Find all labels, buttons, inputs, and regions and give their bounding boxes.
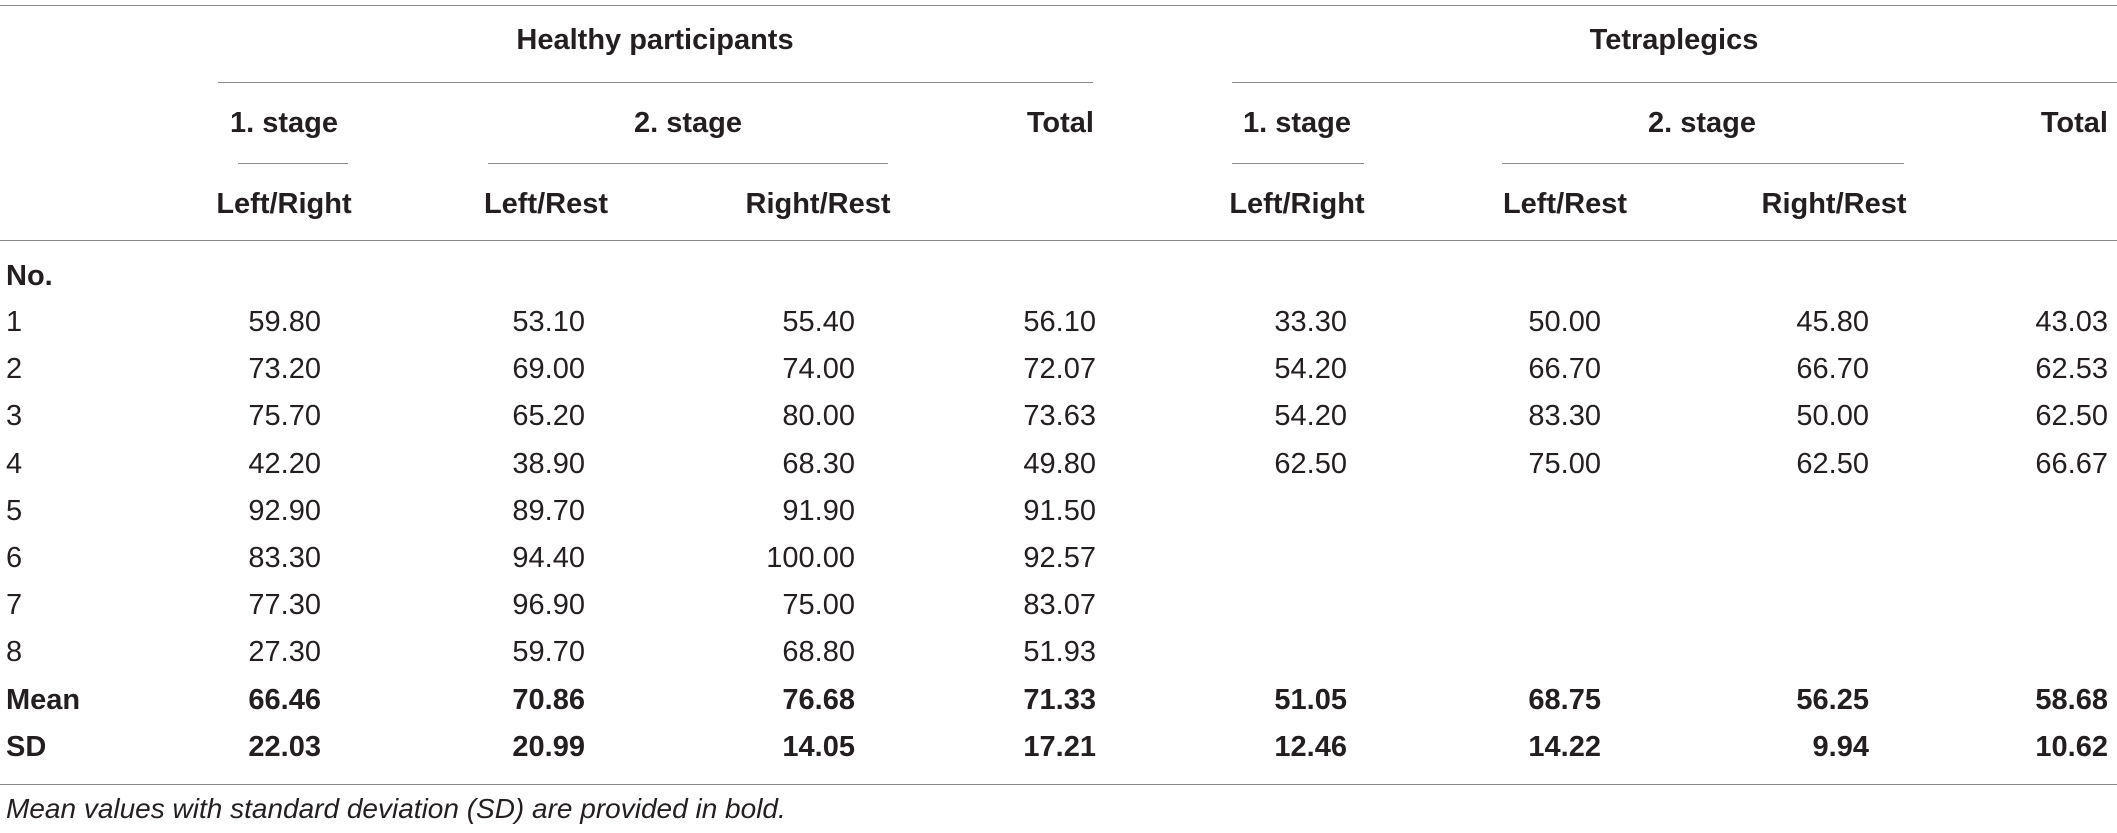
cell-healthy-left-right: 27.30 bbox=[248, 636, 321, 669]
cell-healthy-left-right: 77.30 bbox=[248, 589, 321, 622]
cell-healthy-right-rest: 76.68 bbox=[782, 683, 855, 716]
cell-tetra-left-rest: 68.75 bbox=[1528, 683, 1601, 716]
group-title-tetraplegics: Tetraplegics bbox=[1589, 24, 1759, 56]
healthy-stage1-header: 1. stage bbox=[230, 107, 338, 139]
cell-tetra-right-rest: 62.50 bbox=[1796, 447, 1869, 480]
healthy-group-underline bbox=[218, 82, 1093, 83]
cell-healthy-left-rest: 94.40 bbox=[512, 542, 585, 574]
cell-healthy-total: 17.21 bbox=[1023, 730, 1096, 763]
cell-healthy-right-rest: 74.00 bbox=[782, 353, 855, 386]
group-title-healthy: Healthy participants bbox=[516, 24, 794, 56]
healthy-stage2-header: 2. stage bbox=[634, 107, 742, 139]
cell-healthy-total: 72.07 bbox=[1023, 353, 1096, 386]
cell-healthy-right-rest: 75.00 bbox=[782, 589, 855, 622]
cell-healthy-right-rest: 91.90 bbox=[782, 494, 855, 527]
cell-tetra-total: 62.50 bbox=[2035, 400, 2108, 433]
cell-healthy-right-rest: 100.00 bbox=[766, 542, 855, 574]
cell-tetra-total: 10.62 bbox=[2035, 730, 2108, 763]
cell-tetra-left-rest: 50.00 bbox=[1528, 306, 1601, 338]
cell-healthy-left-right: 83.30 bbox=[248, 542, 321, 574]
cell-no: 1 bbox=[6, 306, 23, 338]
cell-healthy-right-rest: 80.00 bbox=[782, 400, 855, 433]
cell-no: 7 bbox=[6, 589, 23, 622]
tetra-subheader-right-rest: Right/Rest bbox=[1761, 188, 1907, 220]
cell-healthy-left-right: 22.03 bbox=[248, 730, 321, 763]
cell-no: 8 bbox=[6, 636, 23, 669]
cell-healthy-right-rest: 68.80 bbox=[782, 636, 855, 669]
cell-healthy-left-rest: 65.20 bbox=[512, 400, 585, 433]
cell-healthy-left-right: 73.20 bbox=[248, 353, 321, 386]
cell-no: SD bbox=[6, 730, 47, 763]
cell-tetra-right-rest: 66.70 bbox=[1796, 353, 1869, 386]
cell-tetra-left-rest: 75.00 bbox=[1528, 447, 1601, 480]
cell-healthy-total: 91.50 bbox=[1023, 494, 1096, 527]
cell-tetra-total: 43.03 bbox=[2035, 306, 2108, 338]
cell-tetra-left-rest: 14.22 bbox=[1528, 730, 1601, 763]
cell-tetra-left-rest: 66.70 bbox=[1528, 353, 1601, 386]
tetraplegics-group-underline bbox=[1232, 82, 2117, 83]
header-bottom-rule bbox=[0, 240, 2117, 241]
cell-tetra-right-rest: 56.25 bbox=[1796, 683, 1869, 716]
tetra-stage1-underline bbox=[1232, 163, 1364, 164]
tetra-stage2-header: 2. stage bbox=[1648, 107, 1756, 139]
cell-healthy-total: 56.10 bbox=[1023, 306, 1096, 338]
cell-healthy-left-rest: 53.10 bbox=[512, 306, 585, 338]
cell-healthy-left-rest: 89.70 bbox=[512, 494, 585, 527]
cell-healthy-total: 71.33 bbox=[1023, 683, 1096, 716]
tetra-subheader-left-rest: Left/Rest bbox=[1502, 188, 1628, 220]
cell-healthy-left-rest: 70.86 bbox=[512, 683, 585, 716]
cell-healthy-total: 49.80 bbox=[1023, 447, 1096, 480]
cell-healthy-left-rest: 20.99 bbox=[512, 730, 585, 763]
cell-no: 4 bbox=[6, 447, 23, 480]
no-column-label: No. bbox=[6, 260, 53, 292]
cell-healthy-left-right: 92.90 bbox=[248, 494, 321, 527]
cell-healthy-total: 51.93 bbox=[1023, 636, 1096, 669]
bottom-rule bbox=[0, 784, 2117, 785]
healthy-stage1-underline bbox=[238, 163, 348, 164]
cell-healthy-total: 73.63 bbox=[1023, 400, 1096, 433]
cell-healthy-total: 83.07 bbox=[1023, 589, 1096, 622]
healthy-subheader-left-right: Left/Right bbox=[216, 188, 352, 220]
cell-tetra-right-rest: 45.80 bbox=[1796, 306, 1869, 338]
cell-tetra-total: 66.67 bbox=[2035, 447, 2108, 480]
cell-healthy-left-rest: 59.70 bbox=[512, 636, 585, 669]
cell-healthy-right-rest: 14.05 bbox=[782, 730, 855, 763]
cell-tetra-left-right: 51.05 bbox=[1274, 683, 1347, 716]
healthy-subheader-right-rest: Right/Rest bbox=[745, 188, 891, 220]
cell-healthy-left-rest: 96.90 bbox=[512, 589, 585, 622]
cell-no: 6 bbox=[6, 542, 23, 574]
cell-tetra-total: 58.68 bbox=[2035, 683, 2108, 716]
cell-no: 3 bbox=[6, 400, 23, 433]
healthy-total-header: Total bbox=[1026, 107, 1094, 139]
tetra-stage1-header: 1. stage bbox=[1243, 107, 1351, 139]
tetra-subheader-left-right: Left/Right bbox=[1229, 188, 1365, 220]
table-footnote: Mean values with standard deviation (SD)… bbox=[6, 793, 786, 824]
cell-no: 5 bbox=[6, 494, 23, 527]
cell-tetra-total: 62.53 bbox=[2035, 353, 2108, 386]
cell-no: 2 bbox=[6, 353, 23, 386]
cell-healthy-total: 92.57 bbox=[1023, 542, 1096, 574]
cell-healthy-left-rest: 69.00 bbox=[512, 353, 585, 386]
cell-healthy-left-right: 42.20 bbox=[248, 447, 321, 480]
top-rule bbox=[0, 5, 2117, 6]
cell-tetra-left-right: 33.30 bbox=[1274, 306, 1347, 338]
cell-healthy-left-right: 66.46 bbox=[248, 683, 321, 716]
cell-healthy-right-rest: 68.30 bbox=[782, 447, 855, 480]
tetra-total-header: Total bbox=[2040, 107, 2108, 139]
cell-tetra-left-right: 12.46 bbox=[1274, 730, 1347, 763]
tetra-stage2-underline bbox=[1502, 163, 1904, 164]
cell-healthy-right-rest: 55.40 bbox=[782, 306, 855, 338]
healthy-stage2-underline bbox=[488, 163, 888, 164]
cell-healthy-left-right: 59.80 bbox=[248, 306, 321, 338]
cell-tetra-left-right: 54.20 bbox=[1274, 353, 1347, 386]
cell-healthy-left-rest: 38.90 bbox=[512, 447, 585, 480]
cell-tetra-right-rest: 9.94 bbox=[1812, 730, 1869, 763]
cell-tetra-right-rest: 50.00 bbox=[1796, 400, 1869, 433]
cell-tetra-left-right: 62.50 bbox=[1274, 447, 1347, 480]
healthy-subheader-left-rest: Left/Rest bbox=[483, 188, 609, 220]
cell-healthy-left-right: 75.70 bbox=[248, 400, 321, 433]
cell-no: Mean bbox=[6, 683, 81, 716]
cell-tetra-left-rest: 83.30 bbox=[1528, 400, 1601, 433]
cell-tetra-left-right: 54.20 bbox=[1274, 400, 1347, 433]
